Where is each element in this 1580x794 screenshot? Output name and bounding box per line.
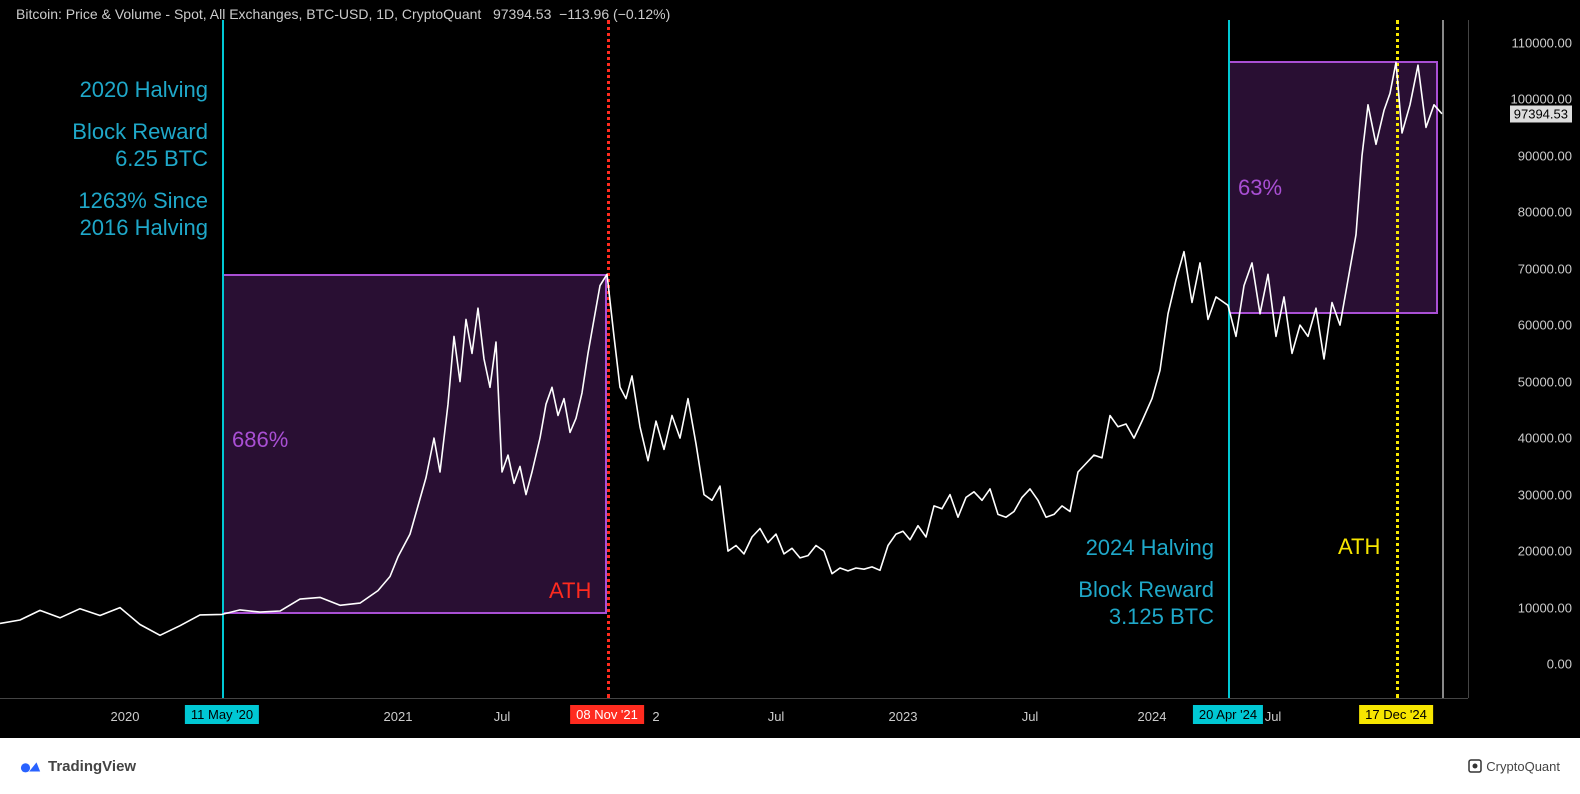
block-reward-value-2020: 6.25 BTC: [72, 145, 208, 173]
y-tick: 60000.00: [1518, 318, 1572, 333]
range-label-2024: 63%: [1238, 175, 1282, 201]
y-tick: 0.00: [1547, 657, 1572, 672]
header-change-pct: (−0.12%): [613, 6, 670, 22]
cryptoquant-text: CryptoQuant: [1486, 759, 1560, 774]
x-tick: Jul: [494, 709, 511, 724]
price-line-svg: [0, 20, 1468, 698]
x-marker: 17 Dec '24: [1359, 705, 1433, 724]
y-tick: 20000.00: [1518, 544, 1572, 559]
plot-area[interactable]: 686% 63% 2020 Halving Block Reward 6.25 …: [0, 20, 1468, 698]
x-tick: Jul: [768, 709, 785, 724]
y-tick: 110000.00: [1512, 35, 1573, 50]
y-tick: 40000.00: [1518, 431, 1572, 446]
header-title: Bitcoin: Price & Volume - Spot, All Exch…: [16, 6, 481, 22]
header-change: −113.96: [559, 6, 609, 22]
x-tick: 2021: [384, 709, 413, 724]
x-tick: 2: [652, 709, 659, 724]
y-axis: 0.00 10000.00 20000.00 30000.00 40000.00 5000…: [1468, 20, 1580, 698]
tradingview-text: TradingView: [48, 758, 136, 775]
ath-label-2024: ATH: [1338, 534, 1380, 560]
x-marker: 11 May '20: [185, 705, 259, 724]
y-tick: 50000.00: [1518, 374, 1572, 389]
footer: TradingView CryptoQuant: [0, 738, 1580, 794]
chart-container: Bitcoin: Price & Volume - Spot, All Exch…: [0, 0, 1580, 738]
x-marker: 08 Nov '21: [570, 705, 644, 724]
block-reward-value-2024: 3.125 BTC: [1078, 603, 1214, 631]
x-tick: Jul: [1265, 709, 1282, 724]
ath-label-2021: ATH: [549, 578, 591, 604]
x-tick: Jul: [1022, 709, 1039, 724]
halving-2024-title: 2024 Halving: [1078, 534, 1214, 562]
x-tick: 2023: [889, 709, 918, 724]
tradingview-logo[interactable]: TradingView: [20, 758, 136, 775]
block-reward-label-2024: Block Reward: [1078, 576, 1214, 604]
current-price-marker: 97394.53: [1510, 105, 1572, 122]
since-value: 2016 Halving: [72, 214, 208, 242]
cryptoquant-icon: [1468, 759, 1482, 773]
x-tick: 2020: [111, 709, 140, 724]
header-price: 97394.53: [493, 6, 551, 22]
y-tick: 90000.00: [1518, 148, 1572, 163]
price-series: [0, 62, 1442, 635]
y-tick: 70000.00: [1518, 261, 1572, 276]
tradingview-icon: [20, 758, 42, 774]
block-reward-label-2020: Block Reward: [72, 118, 208, 146]
chart-header: Bitcoin: Price & Volume - Spot, All Exch…: [16, 6, 670, 22]
y-tick: 30000.00: [1518, 487, 1572, 502]
x-marker: 20 Apr '24: [1193, 705, 1263, 724]
range-label-2020: 686%: [232, 427, 288, 453]
y-tick: 80000.00: [1518, 205, 1572, 220]
annotation-2020-halving: 2020 Halving Block Reward 6.25 BTC 1263%…: [72, 76, 208, 242]
y-tick: 10000.00: [1518, 600, 1572, 615]
cryptoquant-logo[interactable]: CryptoQuant: [1468, 759, 1560, 774]
x-tick: 2024: [1138, 709, 1167, 724]
annotation-2024-halving: 2024 Halving Block Reward 3.125 BTC: [1078, 534, 1214, 631]
x-axis: 2020 2021 Jul 2 Jul 2023 Jul 2024 Jul 11 May '20 0…: [0, 698, 1468, 738]
halving-2020-title: 2020 Halving: [72, 76, 208, 104]
since-label: 1263% Since: [72, 187, 208, 215]
